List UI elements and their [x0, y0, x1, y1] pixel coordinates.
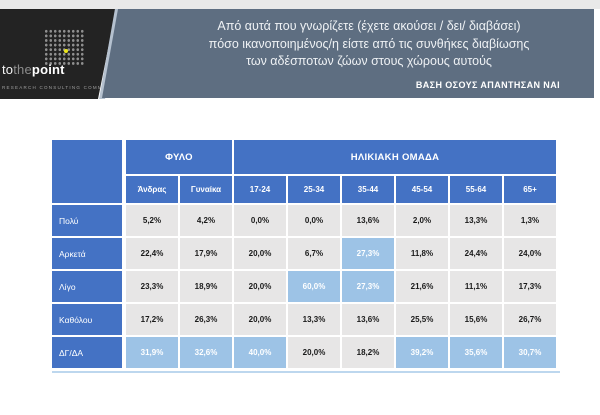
value-cell: 18,9%: [180, 271, 232, 302]
table-row: Καθόλου 17,2% 26,3% 20,0% 13,3% 13,6% 25,5% 15,…: [52, 304, 556, 335]
survey-question-line-1: Από αυτά που γνωρίζετε (έχετε ακούσει / …: [217, 19, 521, 33]
logo-word-point: point: [31, 62, 65, 77]
value-cell: 21,6%: [396, 271, 448, 302]
value-cell-highlighted: 35,6%: [450, 337, 502, 368]
value-cell: 1,3%: [504, 205, 556, 236]
top-strip: [0, 0, 600, 9]
column-header: 17-24: [234, 176, 286, 203]
column-header: Γυναίκα: [180, 176, 232, 203]
value-cell-highlighted: 27,3%: [342, 238, 394, 269]
row-label: Πολύ: [52, 205, 124, 236]
value-cell-highlighted: 39,2%: [396, 337, 448, 368]
value-cell: 11,1%: [450, 271, 502, 302]
value-cell: 24,4%: [450, 238, 502, 269]
row-label: Αρκετά: [52, 238, 124, 269]
value-cell: 26,7%: [504, 304, 556, 335]
results-table: ΦΥΛΟ ΗΛΙΚΙΑΚΗ ΟΜΑΔΑ Άνδρας Γυναίκα 17-24 25-3…: [50, 138, 558, 370]
table-row: Λίγο 23,3% 18,9% 20,0% 60,0% 27,3% 21,6% 11,1% 1…: [52, 271, 556, 302]
survey-question: Από αυτά που γνωρίζετε (έχετε ακούσει / …: [170, 18, 568, 71]
table-bottom-accent-line: [52, 371, 560, 373]
value-cell: 13,3%: [288, 304, 340, 335]
row-label: Λίγο: [52, 271, 124, 302]
value-cell: 25,5%: [396, 304, 448, 335]
value-cell: 24,0%: [504, 238, 556, 269]
value-cell: 18,2%: [342, 337, 394, 368]
value-cell-highlighted: 30,7%: [504, 337, 556, 368]
results-table-wrap: ΦΥΛΟ ΗΛΙΚΙΑΚΗ ΟΜΑΔΑ Άνδρας Γυναίκα 17-24 25-3…: [50, 138, 558, 370]
value-cell: 22,4%: [126, 238, 178, 269]
value-cell-highlighted: 27,3%: [342, 271, 394, 302]
value-cell: 2,0%: [396, 205, 448, 236]
base-note: ΒΑΣΗ ΟΣΟΥΣ ΑΠΑΝΤΗΣΑΝ ΝΑΙ: [415, 80, 560, 90]
value-cell: 0,0%: [234, 205, 286, 236]
value-cell: 17,3%: [504, 271, 556, 302]
value-cell-highlighted: 40,0%: [234, 337, 286, 368]
value-cell: 20,0%: [288, 337, 340, 368]
row-label: ΔΓ/ΔΑ: [52, 337, 124, 368]
value-cell: 17,2%: [126, 304, 178, 335]
header-columns-row: Άνδρας Γυναίκα 17-24 25-34 35-44 45-54 55-64 65…: [52, 176, 556, 203]
value-cell: 5,2%: [126, 205, 178, 236]
value-cell: 11,8%: [396, 238, 448, 269]
value-cell: 23,3%: [126, 271, 178, 302]
value-cell: 17,9%: [180, 238, 232, 269]
logo-dots-icon: [44, 29, 85, 66]
value-cell-highlighted: 31,9%: [126, 337, 178, 368]
table-row: ΔΓ/ΔΑ 31,9% 32,6% 40,0% 20,0% 18,2% 39,2% 35,6%…: [52, 337, 556, 368]
value-cell: 0,0%: [288, 205, 340, 236]
survey-question-line-2: πόσο ικανοποιημένος/η είστε από τις συνθ…: [208, 36, 530, 51]
table-corner-cell: [52, 140, 124, 203]
value-cell: 13,6%: [342, 304, 394, 335]
logo-wordmark: tothepoint: [2, 62, 65, 77]
column-header: Άνδρας: [126, 176, 178, 203]
company-logo: tothepoint RESEARCH CONSULTING COMMUNICA…: [0, 9, 116, 99]
row-label: Καθόλου: [52, 304, 124, 335]
logo-word-the: the: [13, 62, 32, 77]
column-header: 35-44: [342, 176, 394, 203]
value-cell: 26,3%: [180, 304, 232, 335]
value-cell: 4,2%: [180, 205, 232, 236]
value-cell-highlighted: 32,6%: [180, 337, 232, 368]
value-cell: 6,7%: [288, 238, 340, 269]
value-cell: 20,0%: [234, 271, 286, 302]
column-group-header-age: ΗΛΙΚΙΑΚΗ ΟΜΑΔΑ: [234, 140, 556, 174]
logo-word-to: to: [2, 62, 14, 77]
column-header: 65+: [504, 176, 556, 203]
value-cell: 20,0%: [234, 304, 286, 335]
table-row: Αρκετά 22,4% 17,9% 20,0% 6,7% 27,3% 11,8% 24,4%…: [52, 238, 556, 269]
value-cell-highlighted: 60,0%: [288, 271, 340, 302]
column-group-header-gender: ΦΥΛΟ: [126, 140, 232, 174]
column-header: 55-64: [450, 176, 502, 203]
value-cell: 15,6%: [450, 304, 502, 335]
value-cell: 13,6%: [342, 205, 394, 236]
table-row: Πολύ 5,2% 4,2% 0,0% 0,0% 13,6% 2,0% 13,3% 1,3%: [52, 205, 556, 236]
value-cell: 20,0%: [234, 238, 286, 269]
logo-tagline: RESEARCH CONSULTING COMMUNICATION: [2, 85, 139, 90]
column-header: 45-54: [396, 176, 448, 203]
survey-question-line-3: των αδέσποτων ζώων στους χώρους αυτούς: [246, 54, 492, 68]
header-group-row: ΦΥΛΟ ΗΛΙΚΙΑΚΗ ΟΜΑΔΑ: [52, 140, 556, 203]
value-cell: 13,3%: [450, 205, 502, 236]
logo-yellow-dot-icon: [64, 49, 68, 53]
column-header: 25-34: [288, 176, 340, 203]
question-banner: Από αυτά που γνωρίζετε (έχετε ακούσει / …: [102, 9, 594, 98]
